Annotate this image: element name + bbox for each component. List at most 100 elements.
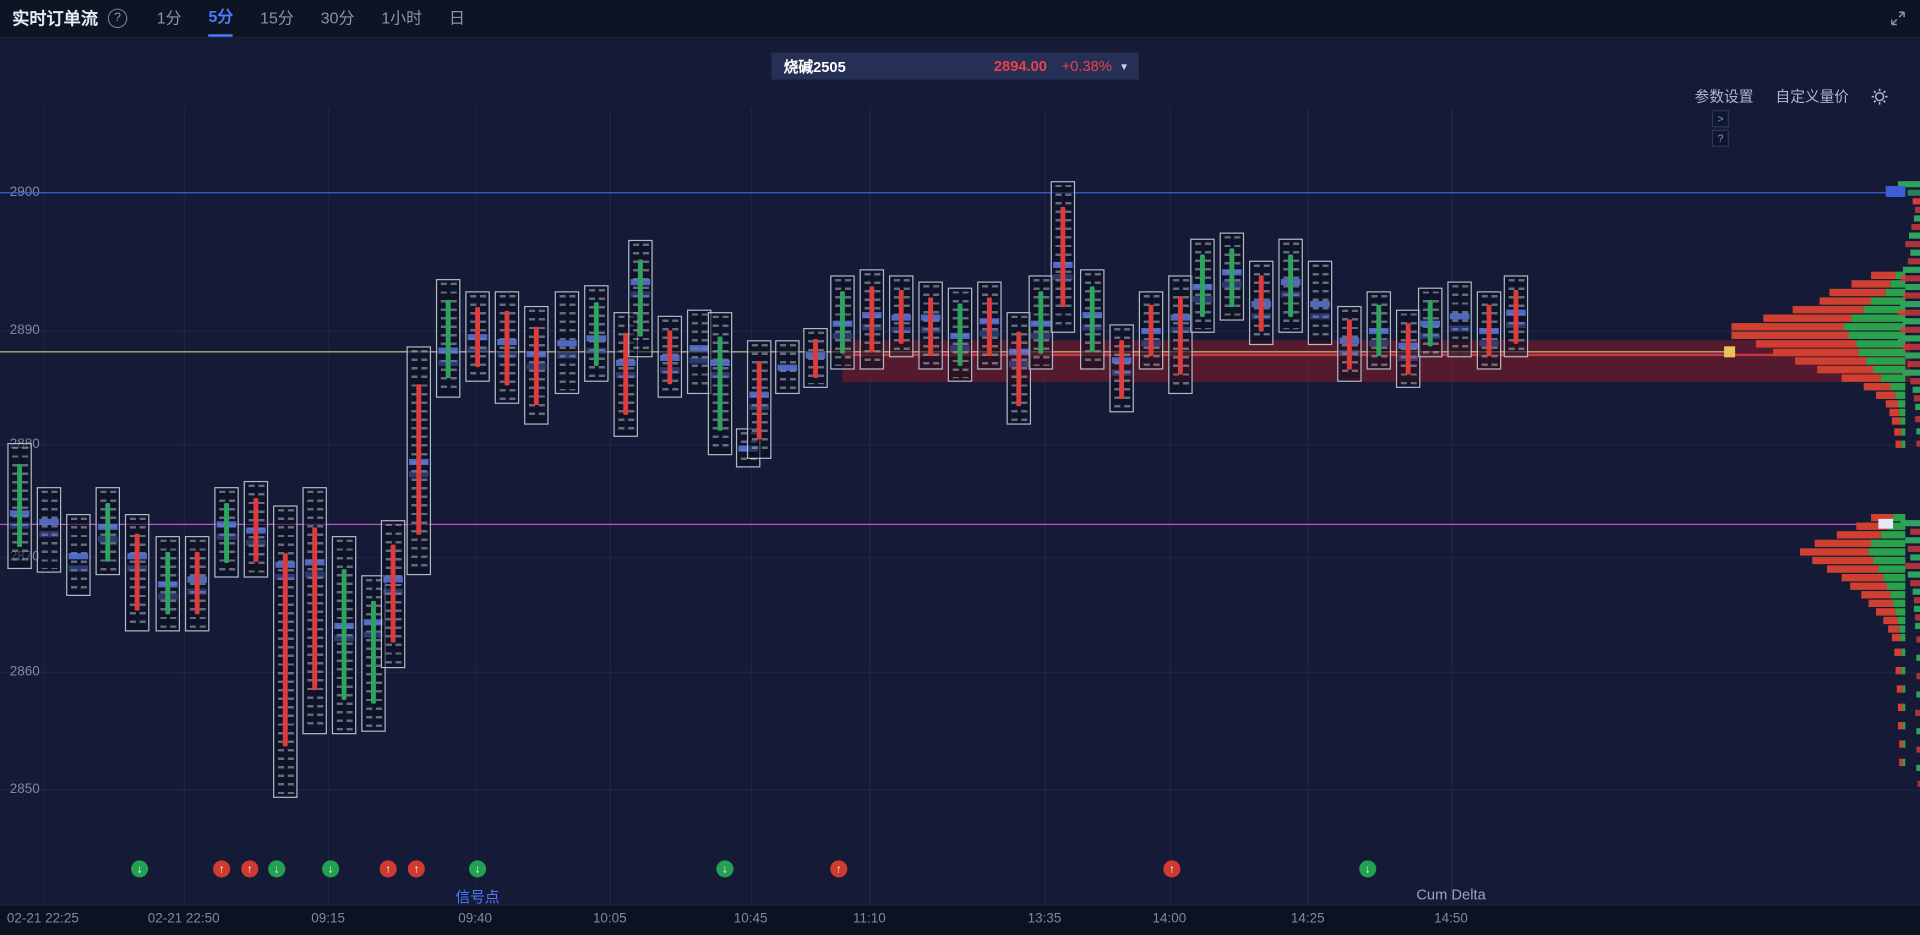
collapse-panel-button[interactable]: > xyxy=(1711,110,1729,128)
edge-volume-bar xyxy=(1913,395,1920,402)
volume-profile-row xyxy=(1763,314,1906,322)
footprint-candle[interactable] xyxy=(803,327,828,388)
fullscreen-toggle-icon[interactable] xyxy=(1888,9,1908,29)
delta-bar xyxy=(623,332,629,415)
timeframe-tab-4[interactable]: 1小时 xyxy=(381,8,423,27)
time-axis[interactable]: 02-21 22:25 02-21 22:50 09:15 09:40 10:05 10:… xyxy=(0,904,1920,935)
footprint-candle[interactable] xyxy=(1080,269,1105,370)
edge-volume-bar xyxy=(1913,597,1920,604)
footprint-candle[interactable] xyxy=(918,281,943,370)
footprint-candle[interactable] xyxy=(243,480,269,578)
footprint-candle[interactable] xyxy=(657,315,683,398)
footprint-candle[interactable] xyxy=(380,520,406,669)
timeframe-tab-1[interactable]: 5分 xyxy=(208,0,234,37)
footprint-candle[interactable] xyxy=(1366,291,1392,370)
footprint-candle[interactable] xyxy=(554,291,580,395)
footprint-candle[interactable] xyxy=(1417,287,1443,358)
volume-profile-row xyxy=(1894,648,1906,656)
sell-volume-bar xyxy=(1792,305,1864,314)
footprint-candle[interactable] xyxy=(947,287,973,382)
footprint-candle[interactable] xyxy=(66,513,91,596)
symbol-selector[interactable]: 烧碱2505 2894.00 +0.38% ▼ xyxy=(771,52,1139,80)
edge-volume-bar xyxy=(1913,215,1920,222)
help-icon[interactable]: ? xyxy=(107,8,128,29)
footprint-candle[interactable] xyxy=(1028,275,1054,370)
volume-profile-row xyxy=(1841,374,1906,382)
gear-icon[interactable] xyxy=(1871,88,1888,105)
footprint-candle[interactable] xyxy=(746,340,772,459)
footprint-candle[interactable] xyxy=(830,275,855,370)
delta-bar xyxy=(593,302,599,366)
volume-profile-row xyxy=(1889,408,1906,417)
footprint-candle[interactable] xyxy=(707,312,733,456)
volume-profile-row xyxy=(1856,522,1906,530)
footprint-candle[interactable] xyxy=(36,487,62,573)
footprint-candle[interactable] xyxy=(1248,260,1274,346)
panel-help-button[interactable]: ? xyxy=(1711,129,1729,147)
buy-volume-bar xyxy=(1899,625,1906,633)
footprint-candle[interactable] xyxy=(1138,291,1164,370)
sell-volume-bar xyxy=(1836,531,1881,539)
delta-bar xyxy=(1513,290,1519,344)
buy-volume-bar xyxy=(1871,297,1906,305)
sell-volume-bar xyxy=(1871,513,1894,522)
buy-volume-bar xyxy=(1878,565,1906,573)
timeframe-tab-5[interactable]: 日 xyxy=(448,8,465,27)
footprint-candle[interactable] xyxy=(1109,324,1134,413)
footprint-candle[interactable] xyxy=(888,275,914,358)
edge-volume-bar xyxy=(1916,673,1920,680)
footprint-candle[interactable] xyxy=(1307,260,1333,346)
timeframe-tab-3[interactable]: 30分 xyxy=(320,8,355,27)
footprint-candle[interactable] xyxy=(124,513,150,632)
footprint-candle[interactable] xyxy=(524,305,549,425)
footprint-candle[interactable] xyxy=(1190,238,1215,333)
delta-bar xyxy=(1346,319,1352,370)
footprint-candle[interactable] xyxy=(95,487,121,576)
footprint-candle[interactable] xyxy=(584,285,609,382)
footprint-candle[interactable] xyxy=(859,269,885,370)
delta-bar xyxy=(1405,323,1411,375)
delta-bar xyxy=(253,498,259,562)
footprint-candle[interactable] xyxy=(273,505,298,798)
footprint-candle[interactable] xyxy=(1337,305,1362,382)
footprint-candle[interactable] xyxy=(1503,275,1529,358)
footprint-candle[interactable] xyxy=(184,536,210,632)
settings-button[interactable]: 参数设置 xyxy=(1694,88,1754,106)
grid-vline xyxy=(869,107,871,906)
edge-volume-bar xyxy=(1912,386,1920,393)
footprint-candle[interactable] xyxy=(1476,291,1502,370)
timeframe-tab-0[interactable]: 1分 xyxy=(156,8,182,27)
poc-row xyxy=(777,364,798,371)
sell-volume-bar xyxy=(1883,616,1898,625)
grid-hline xyxy=(0,444,1920,446)
sell-volume-bar xyxy=(1755,340,1857,348)
footprint-candle[interactable] xyxy=(1447,281,1472,358)
footprint-candle[interactable] xyxy=(1050,181,1076,333)
custom-volume-price-button[interactable]: 自定义量价 xyxy=(1775,88,1849,106)
footprint-candle[interactable] xyxy=(1395,309,1421,388)
footprint-candle[interactable] xyxy=(435,279,461,398)
footprint-candle[interactable] xyxy=(302,487,327,735)
footprint-candle[interactable] xyxy=(977,281,1002,370)
y-axis-label: 2890 xyxy=(9,323,40,338)
volume-profile-row xyxy=(1868,599,1906,608)
delta-bar xyxy=(1016,331,1022,407)
footprint-candle[interactable] xyxy=(7,443,32,570)
footprint-candle[interactable] xyxy=(465,291,490,382)
footprint-candle[interactable] xyxy=(494,291,520,404)
sell-volume-bar xyxy=(1841,573,1884,582)
footprint-candle[interactable] xyxy=(1278,238,1303,333)
footprint-candle[interactable] xyxy=(331,536,357,735)
footprint-candle[interactable] xyxy=(775,340,800,395)
footprint-candle[interactable] xyxy=(1006,312,1032,425)
footprint-candle[interactable] xyxy=(214,487,239,578)
footprint-candle[interactable] xyxy=(628,239,653,358)
footprint-candle[interactable] xyxy=(155,536,181,632)
footprint-candle[interactable] xyxy=(1219,232,1245,321)
delta-bar xyxy=(813,338,818,379)
footprint-candle[interactable] xyxy=(406,346,432,576)
footprint-candle[interactable] xyxy=(1168,275,1193,395)
timeframe-tab-2[interactable]: 15分 xyxy=(260,8,294,27)
lower-alert-line xyxy=(0,523,1886,526)
